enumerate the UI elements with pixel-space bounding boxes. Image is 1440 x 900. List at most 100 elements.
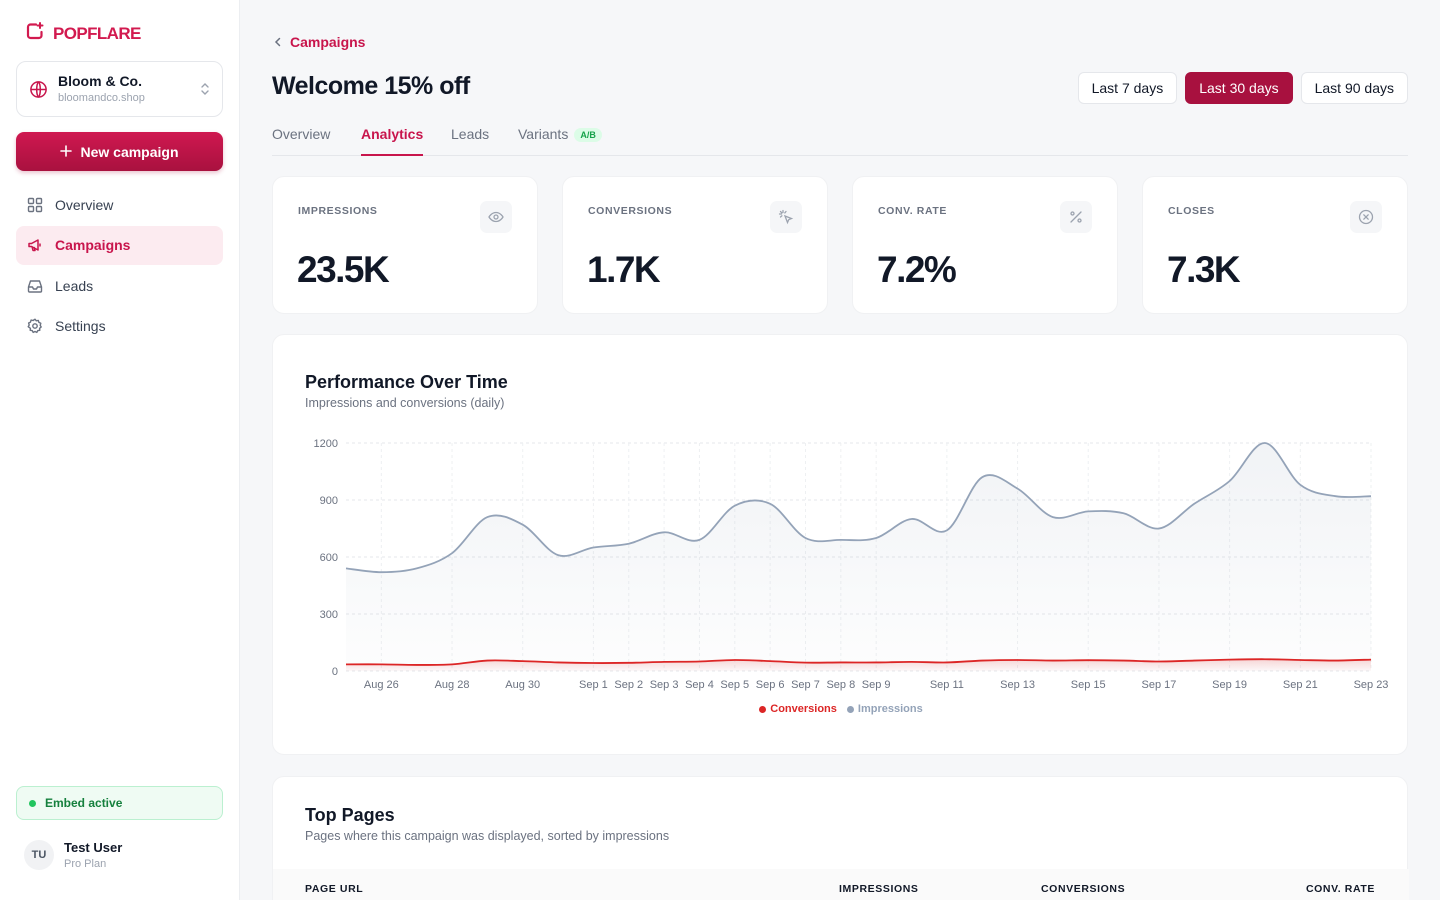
ab-badge: A/B (574, 128, 602, 142)
percent-icon (1060, 201, 1092, 233)
store-switcher[interactable]: Bloom & Co. bloomandco.shop (16, 61, 223, 117)
stat-card-conv-rate: CONV. RATE 7.2% (852, 176, 1118, 314)
sidebar-item-overview[interactable]: Overview (16, 185, 223, 224)
y-tick-label: 600 (320, 552, 338, 564)
sidebar-nav: Overview Campaigns Leads Settings (16, 185, 223, 347)
close-circle-icon (1350, 201, 1382, 233)
tab-overview[interactable]: Overview (272, 126, 331, 142)
column-header-impressions[interactable]: IMPRESSIONS (839, 883, 919, 895)
breadcrumb-label: Campaigns (290, 34, 366, 50)
impressions-line (345, 442, 1372, 574)
stat-label: CONVERSIONS (588, 205, 673, 217)
x-tick-label: Sep 2 (614, 679, 643, 691)
chart-title: Performance Over Time (305, 372, 508, 392)
tab-variants-label: Variants (518, 126, 569, 142)
y-tick-label: 0 (332, 666, 338, 678)
plus-icon (60, 144, 73, 160)
stat-label: IMPRESSIONS (298, 205, 378, 217)
tab-analytics[interactable]: Analytics (361, 126, 424, 156)
chevron-up-down-icon (200, 82, 210, 101)
gear-icon (27, 318, 43, 334)
conversions-area (346, 659, 1371, 671)
legend-swatch (846, 705, 854, 713)
sidebar-item-label: Overview (55, 196, 114, 213)
sidebar-item-label: Campaigns (55, 237, 131, 253)
x-tick-label: Sep 11 (930, 679, 964, 691)
stat-value: 7.3K (1167, 249, 1241, 290)
x-tick-label: Sep 8 (826, 679, 855, 691)
date-range-selector: Last 7 days Last 30 days Last 90 days (1077, 72, 1408, 104)
top-pages-title: Top Pages (305, 805, 395, 825)
store-domain: bloomandco.shop (58, 92, 145, 104)
stat-card-closes: CLOSES 7.3K (1142, 176, 1408, 314)
user-profile[interactable]: TU Test User Pro Plan (24, 840, 122, 870)
x-tick-label: Sep 17 (1141, 679, 1176, 691)
megaphone-icon (27, 237, 43, 253)
range-7-days-button[interactable]: Last 7 days (1077, 72, 1178, 104)
page-title: Welcome 15% off (272, 72, 470, 100)
x-tick-label: Sep 3 (650, 679, 679, 691)
stat-label: CLOSES (1168, 205, 1215, 217)
x-tick-label: Aug 28 (435, 679, 470, 691)
new-campaign-label: New campaign (80, 143, 179, 160)
stat-value: 7.2% (877, 249, 957, 290)
tab-leads[interactable]: Leads (451, 126, 490, 142)
popflare-logo-icon (25, 21, 45, 46)
sidebar-item-settings[interactable]: Settings (16, 307, 223, 346)
legend-label: Conversions (770, 703, 837, 715)
user-plan: Pro Plan (64, 858, 107, 870)
eye-icon (480, 201, 512, 233)
x-tick-label: Sep 13 (1000, 679, 1035, 691)
tab-variants[interactable]: Variants A/B (518, 126, 602, 156)
performance-chart-card: Performance Over Time Impressions and co… (272, 334, 1408, 755)
column-header-conv-rate[interactable]: CONV. RATE (1305, 883, 1375, 895)
embed-status-label: Embed active (45, 796, 123, 810)
y-tick-label: 1200 (314, 438, 338, 450)
x-tick-label: Sep 19 (1212, 679, 1247, 691)
performance-chart: 0 300 600 900 1200 Aug 26 Aug 28 Aug 30 Sep 1 Sep… (314, 438, 1389, 691)
range-30-days-button[interactable]: Last 30 days (1185, 72, 1293, 104)
chevron-left-icon (274, 34, 282, 50)
y-tick-label: 900 (320, 495, 338, 507)
brand-name: POPFLARE (53, 23, 141, 43)
store-name: Bloom & Co. (58, 73, 142, 89)
sidebar-item-campaigns[interactable]: Campaigns (16, 225, 223, 265)
status-dot-icon (29, 799, 36, 807)
brand-logo[interactable]: POPFLARE (25, 21, 141, 46)
avatar: TU (24, 840, 54, 870)
chart-subtitle: Impressions and conversions (daily) (305, 396, 505, 410)
x-tick-label: Sep 9 (862, 679, 891, 691)
stat-value: 23.5K (297, 249, 390, 290)
sidebar: POPFLARE Bloom & Co. bloomandco.shop New… (0, 0, 240, 900)
sidebar-item-leads[interactable]: Leads (16, 266, 223, 305)
inbox-icon (27, 278, 43, 294)
stat-card-impressions: IMPRESSIONS 23.5K (272, 176, 538, 314)
breadcrumb-back-link[interactable]: Campaigns (274, 34, 365, 50)
stat-card-conversions: CONVERSIONS 1.7K (562, 176, 828, 314)
x-tick-label: Sep 1 (579, 679, 608, 691)
column-header-conversions[interactable]: CONVERSIONS (1041, 883, 1126, 895)
sidebar-item-label: Settings (55, 318, 106, 334)
x-tick-label: Sep 6 (756, 679, 785, 691)
table-header (273, 869, 1409, 900)
stat-value: 1.7K (587, 249, 661, 290)
embed-status-badge: Embed active (16, 786, 223, 820)
legend-item-conversions[interactable]: Conversions (759, 703, 837, 715)
x-tick-label: Sep 15 (1071, 679, 1106, 691)
globe-icon (29, 80, 48, 104)
x-tick-label: Aug 26 (364, 679, 399, 691)
legend-swatch (759, 705, 767, 713)
x-tick-label: Sep 21 (1283, 679, 1318, 691)
legend-item-impressions[interactable]: Impressions (846, 703, 923, 715)
column-header-page-url[interactable]: PAGE URL (305, 883, 364, 895)
top-pages-card: Top Pages Pages where this campaign was … (272, 776, 1409, 900)
user-name: Test User (64, 840, 123, 855)
range-90-days-button[interactable]: Last 90 days (1300, 72, 1408, 104)
new-campaign-button[interactable]: New campaign (16, 132, 223, 171)
x-tick-label: Sep 4 (685, 679, 714, 691)
x-tick-label: Sep 5 (720, 679, 749, 691)
impressions-area (346, 442, 1371, 671)
y-tick-label: 300 (320, 609, 338, 621)
grid-icon (27, 197, 43, 213)
x-tick-label: Aug 30 (505, 679, 540, 691)
